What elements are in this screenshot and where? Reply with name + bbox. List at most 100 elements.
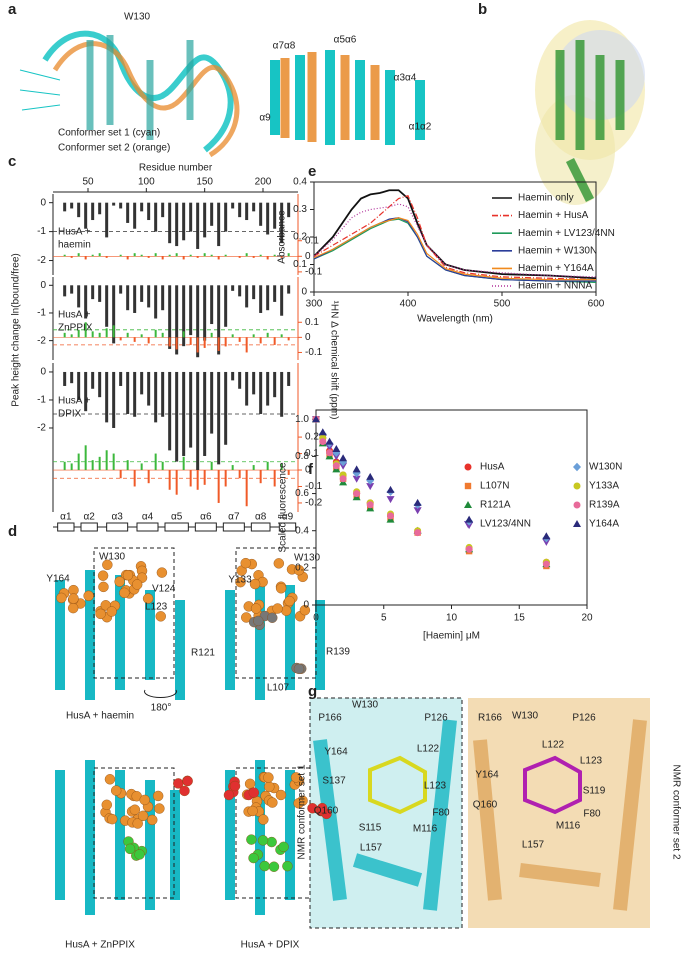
shift-bar bbox=[196, 337, 199, 353]
legend-text: Conformer set 1 (cyan) bbox=[58, 128, 160, 139]
line-series bbox=[313, 217, 596, 281]
shift-bar bbox=[266, 256, 269, 260]
y2-tick-label: -0.1 bbox=[305, 347, 323, 358]
shift-bar bbox=[84, 256, 87, 260]
shift-bar bbox=[189, 337, 192, 345]
helix bbox=[270, 50, 425, 145]
bar bbox=[280, 202, 284, 244]
annotation: Q160 bbox=[473, 800, 498, 811]
atom-sphere bbox=[253, 615, 264, 627]
legend-marker bbox=[464, 501, 472, 508]
bar bbox=[105, 202, 109, 238]
shift-bar bbox=[259, 337, 262, 344]
shift-bar bbox=[287, 470, 290, 475]
y2-tick-label: 0.2 bbox=[305, 432, 319, 443]
atom-sphere bbox=[293, 663, 305, 675]
envelope bbox=[535, 95, 615, 205]
helix-box bbox=[194, 522, 217, 532]
helix bbox=[55, 760, 180, 915]
atom-sphere bbox=[259, 860, 270, 872]
helix-label: α4 bbox=[142, 512, 154, 523]
legend-label: R139A bbox=[589, 500, 620, 511]
annotation: L157 bbox=[360, 843, 383, 854]
annotation: W130 bbox=[99, 552, 126, 563]
shift-bar bbox=[210, 461, 213, 471]
bar bbox=[182, 371, 186, 456]
y-tick-label: 0 bbox=[40, 367, 46, 378]
bar bbox=[154, 202, 158, 232]
atom-sphere bbox=[267, 612, 278, 623]
bar bbox=[77, 202, 81, 218]
shift-bar bbox=[245, 337, 248, 353]
marker bbox=[386, 485, 395, 493]
y2-tick-label: 0 bbox=[305, 251, 311, 262]
atom-sphere bbox=[132, 579, 143, 590]
shift-bar bbox=[77, 329, 80, 338]
ribbon bbox=[86, 35, 194, 140]
bar bbox=[231, 285, 235, 291]
bar bbox=[119, 202, 123, 209]
atom-sphere bbox=[101, 799, 112, 811]
atom-sphere bbox=[119, 587, 130, 599]
bar bbox=[140, 371, 144, 395]
atom-sphere bbox=[223, 789, 235, 801]
bar bbox=[287, 285, 291, 294]
bar bbox=[182, 285, 186, 347]
bar bbox=[182, 202, 186, 241]
bar bbox=[217, 202, 221, 247]
atom-sphere bbox=[155, 611, 166, 622]
helix-label: α3 bbox=[111, 512, 123, 523]
legend-label: W130N bbox=[589, 462, 622, 473]
x-tick-label: 400 bbox=[400, 299, 417, 310]
shift-bar bbox=[168, 470, 171, 490]
bar bbox=[133, 202, 137, 229]
y2-tick-label: 0 bbox=[305, 332, 311, 343]
atom-sphere bbox=[110, 785, 122, 796]
panel-label: a bbox=[8, 1, 17, 18]
atom-sphere bbox=[258, 814, 269, 825]
atom-sphere bbox=[266, 836, 277, 848]
legend-label: Y133A bbox=[589, 481, 619, 492]
atom-sphere bbox=[272, 603, 283, 614]
bar bbox=[175, 371, 179, 462]
legend-text: Conformer set 2 (orange) bbox=[58, 143, 170, 154]
atom-sphere bbox=[248, 787, 260, 798]
line-series bbox=[313, 195, 597, 281]
annotation: Y164 bbox=[475, 770, 499, 781]
bar bbox=[287, 202, 291, 218]
helix-box bbox=[278, 522, 297, 532]
y2-axis-title: ¹HN Δ chemical shift (ppm) bbox=[328, 301, 339, 420]
shift-bar bbox=[133, 470, 136, 487]
x-tick-label: 200 bbox=[255, 177, 272, 188]
bar bbox=[175, 202, 179, 247]
annotation: α3α4 bbox=[394, 73, 417, 84]
x-tick-label: 50 bbox=[82, 177, 94, 188]
bar bbox=[224, 202, 228, 232]
shift-bar bbox=[217, 470, 220, 503]
y-tick-label: 0.4 bbox=[293, 177, 307, 188]
bar bbox=[168, 371, 172, 451]
shift-bar bbox=[252, 256, 255, 258]
marker bbox=[352, 465, 361, 473]
marker bbox=[414, 529, 422, 537]
marker bbox=[339, 462, 348, 470]
y2-tick-label: 0 bbox=[305, 465, 311, 476]
annotation: L122 bbox=[542, 740, 565, 751]
shift-bar bbox=[105, 256, 108, 258]
shift-bar bbox=[175, 470, 178, 495]
shift-bar bbox=[175, 253, 178, 257]
shift-bar bbox=[231, 334, 234, 338]
legend-label: R121A bbox=[480, 500, 511, 511]
helix-label: α2 bbox=[83, 512, 95, 523]
caption: HusA + ZnPPIX bbox=[65, 940, 135, 951]
shift-bar bbox=[105, 450, 108, 471]
atom-sphere bbox=[102, 559, 113, 571]
shift-bar bbox=[126, 256, 129, 260]
marker bbox=[413, 498, 422, 506]
shift-bar bbox=[133, 253, 136, 257]
bar bbox=[98, 202, 102, 215]
annotation: L157 bbox=[522, 840, 545, 851]
bar bbox=[161, 285, 165, 311]
shift-bar bbox=[203, 253, 206, 257]
series-label: HusA + bbox=[58, 310, 91, 321]
